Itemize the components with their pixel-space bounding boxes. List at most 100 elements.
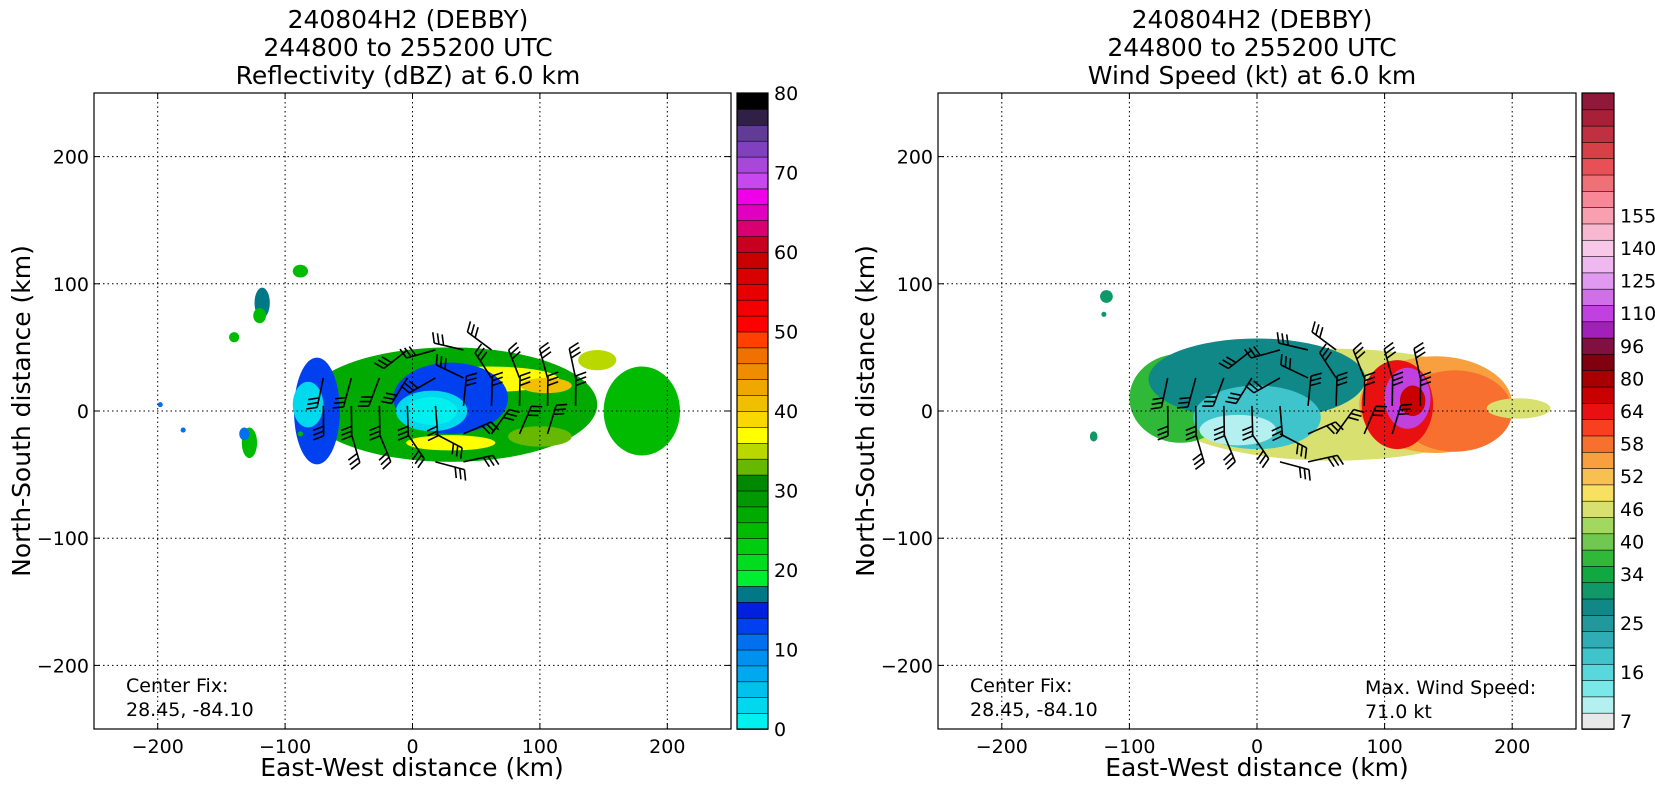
wind-barb <box>397 405 410 441</box>
colorbar-segment <box>736 442 769 460</box>
x-tick-label: −100 <box>259 736 311 758</box>
colorbar-segment <box>1581 549 1615 567</box>
wind-barb <box>347 433 361 470</box>
colorbar-segment <box>1581 190 1615 208</box>
wind-barb <box>463 421 500 435</box>
echo-region <box>157 402 163 408</box>
colorbar-tick-label: 34 <box>1620 564 1644 586</box>
colorbar-segment <box>1581 125 1615 143</box>
colorbar-tick-label: 96 <box>1620 336 1644 358</box>
y-tick-label: 200 <box>53 147 89 169</box>
wind-barb <box>1391 403 1412 435</box>
colorbar-segment <box>1581 288 1615 306</box>
colorbar-segment <box>1581 337 1615 355</box>
x-tick-label: −200 <box>976 736 1028 758</box>
wind-barb <box>507 342 521 379</box>
colorbar-segment <box>1581 451 1615 469</box>
wind-y-axis-label: North-South distance (km) <box>851 245 880 577</box>
reflectivity-title-line-1: 240804H2 (DEBBY) <box>288 5 529 34</box>
wind-barb <box>435 354 464 379</box>
wind-barb <box>400 377 436 394</box>
wind-barb <box>380 377 409 405</box>
colorbar-segment <box>736 378 769 396</box>
colorbar-segment <box>736 521 769 539</box>
wind-barb <box>1413 341 1426 379</box>
wind-barb <box>435 461 467 481</box>
y-tick-label: 0 <box>921 401 933 423</box>
colorbar-segment <box>736 426 769 444</box>
wind-barb <box>1279 461 1311 481</box>
colorbar-segment <box>736 712 769 730</box>
wind-center-fix-label: Center Fix: <box>970 675 1072 697</box>
x-tick-label: −100 <box>1103 736 1155 758</box>
wind-barb <box>1157 405 1169 441</box>
wind-barb <box>568 341 581 379</box>
wind-colorbar: 7 16 25 34 40 46 52 58 64 80 96 110 125 140 155 <box>1581 92 1655 733</box>
wind-barb <box>518 371 531 406</box>
wind-barb <box>306 377 325 410</box>
wind-max-speed-value: 71.0 kt <box>1365 701 1432 723</box>
wind-barb <box>1363 371 1376 406</box>
reflectivity-title-line-3: Reflectivity (dBZ) at 6.0 km <box>236 61 581 90</box>
colorbar-segment <box>736 235 769 253</box>
wind-barb <box>341 405 353 441</box>
wind-barb <box>406 433 425 469</box>
echo-region <box>297 431 303 437</box>
colorbar-segment <box>736 219 769 237</box>
wind-barb <box>1307 454 1345 468</box>
echo-region <box>1101 311 1107 317</box>
colorbar-tick-label: 125 <box>1620 271 1655 293</box>
colorbar-segment <box>1581 484 1615 502</box>
y-tick-label: 100 <box>53 274 89 296</box>
wind-barb <box>466 321 492 351</box>
colorbar-segment <box>736 172 769 190</box>
wind-colorbar-frame <box>1581 92 1615 730</box>
colorbar-segment <box>1581 647 1615 665</box>
wind-barb <box>1242 405 1254 441</box>
colorbar-tick-label: 20 <box>774 560 798 582</box>
reflectivity-x-axis-label: East-West distance (km) <box>260 753 564 782</box>
wind-barb <box>1225 377 1253 405</box>
wind-barb <box>1419 371 1432 406</box>
echo-region <box>1148 338 1366 420</box>
echo-region <box>520 377 572 394</box>
wind-barb <box>474 343 493 379</box>
colorbar-segment <box>1581 679 1615 698</box>
colorbar-segment <box>1581 533 1615 551</box>
colorbar-tick-label: 46 <box>1620 499 1644 521</box>
y-tick-label: −100 <box>37 528 89 550</box>
colorbar-segment <box>736 124 769 142</box>
colorbar-segment <box>736 315 769 333</box>
wind-barb <box>1391 371 1404 406</box>
colorbar-segment <box>736 108 769 126</box>
x-tick-label: 200 <box>1494 736 1530 758</box>
echo-region <box>1486 398 1551 419</box>
y-tick-label: −200 <box>37 655 89 677</box>
colorbar-segment <box>1581 712 1615 730</box>
colorbar-segment <box>1581 255 1615 274</box>
colorbar-tick-label: 70 <box>774 163 798 185</box>
colorbar-segment <box>736 394 769 412</box>
colorbar-segment <box>736 251 769 269</box>
wind-barb <box>1185 405 1197 441</box>
wind-barb <box>1335 371 1348 406</box>
reflectivity-center-fix-value: 28.45, -84.10 <box>126 699 254 721</box>
wind-barb <box>426 405 439 442</box>
wind-max-speed-label: Max. Wind Speed: <box>1365 677 1536 699</box>
echo-region <box>603 366 681 456</box>
colorbar-tick-label: 30 <box>774 481 798 503</box>
colorbar-segment <box>1581 92 1615 111</box>
colorbar-segment <box>1581 516 1615 535</box>
wind-barb <box>1307 372 1322 406</box>
x-tick-label: 0 <box>1251 736 1263 758</box>
echo-region <box>406 435 496 451</box>
wind-barb <box>332 377 353 409</box>
colorbar-tick-label: 7 <box>1620 711 1632 733</box>
y-tick-label: 100 <box>897 274 933 296</box>
colorbar-segment <box>1581 174 1615 192</box>
echo-region <box>578 349 617 371</box>
colorbar-segment <box>1581 272 1615 290</box>
reflectivity-panel: 240804H2 (DEBBY) 244800 to 255200 UTC Re… <box>7 5 798 782</box>
colorbar-tick-label: 110 <box>1620 303 1655 325</box>
reflectivity-plot-area <box>94 93 731 729</box>
